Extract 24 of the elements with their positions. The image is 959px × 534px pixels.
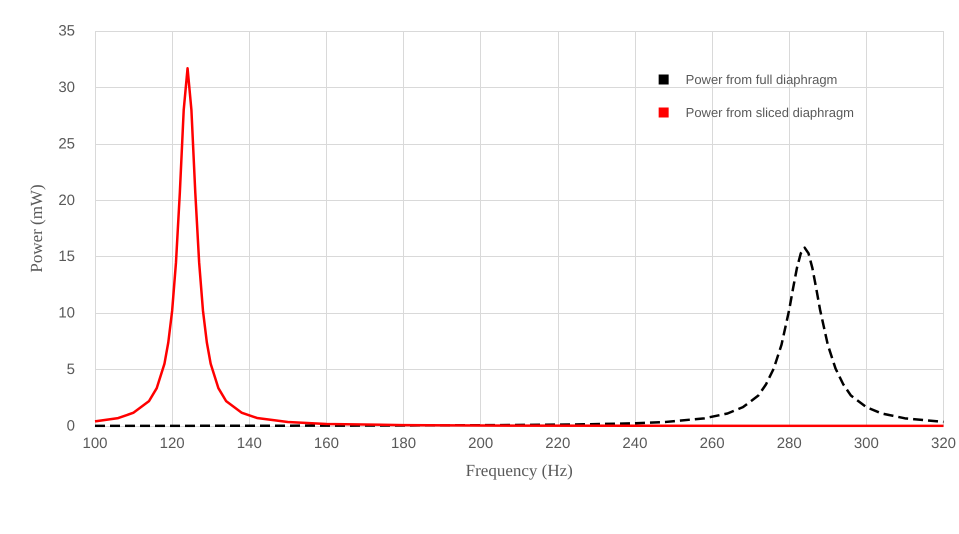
x-tick-label: 100 [82, 435, 108, 452]
y-tick-label: 20 [58, 192, 75, 209]
y-tick-label: 10 [58, 304, 75, 322]
y-tick-label: 5 [66, 361, 75, 378]
x-tick-label: 240 [622, 435, 648, 452]
y-tick-label: 25 [58, 135, 75, 152]
y-axis-title: Power (mW) [27, 184, 46, 273]
x-tick-label: 160 [314, 435, 339, 452]
y-tick-label: 15 [58, 248, 75, 266]
x-axis-title: Frequency (Hz) [466, 461, 573, 480]
x-tick-label: 200 [468, 435, 494, 452]
x-tick-label: 220 [545, 435, 570, 452]
x-tick-label: 120 [160, 435, 185, 452]
y-tick-label: 0 [66, 418, 75, 434]
x-tick-label: 300 [854, 435, 879, 452]
x-tick-label: 320 [930, 435, 956, 452]
x-tick-label: 280 [776, 435, 802, 452]
x-tick-label: 260 [700, 435, 725, 452]
legend-label: Power from sliced diaphragm [686, 105, 854, 120]
y-tick-label: 35 [58, 22, 75, 40]
y-tick-label: 30 [58, 78, 75, 96]
x-tick-label: 140 [236, 435, 262, 452]
legend-label: Power from full diaphragm [686, 72, 838, 87]
x-tick-label: 180 [391, 435, 416, 452]
